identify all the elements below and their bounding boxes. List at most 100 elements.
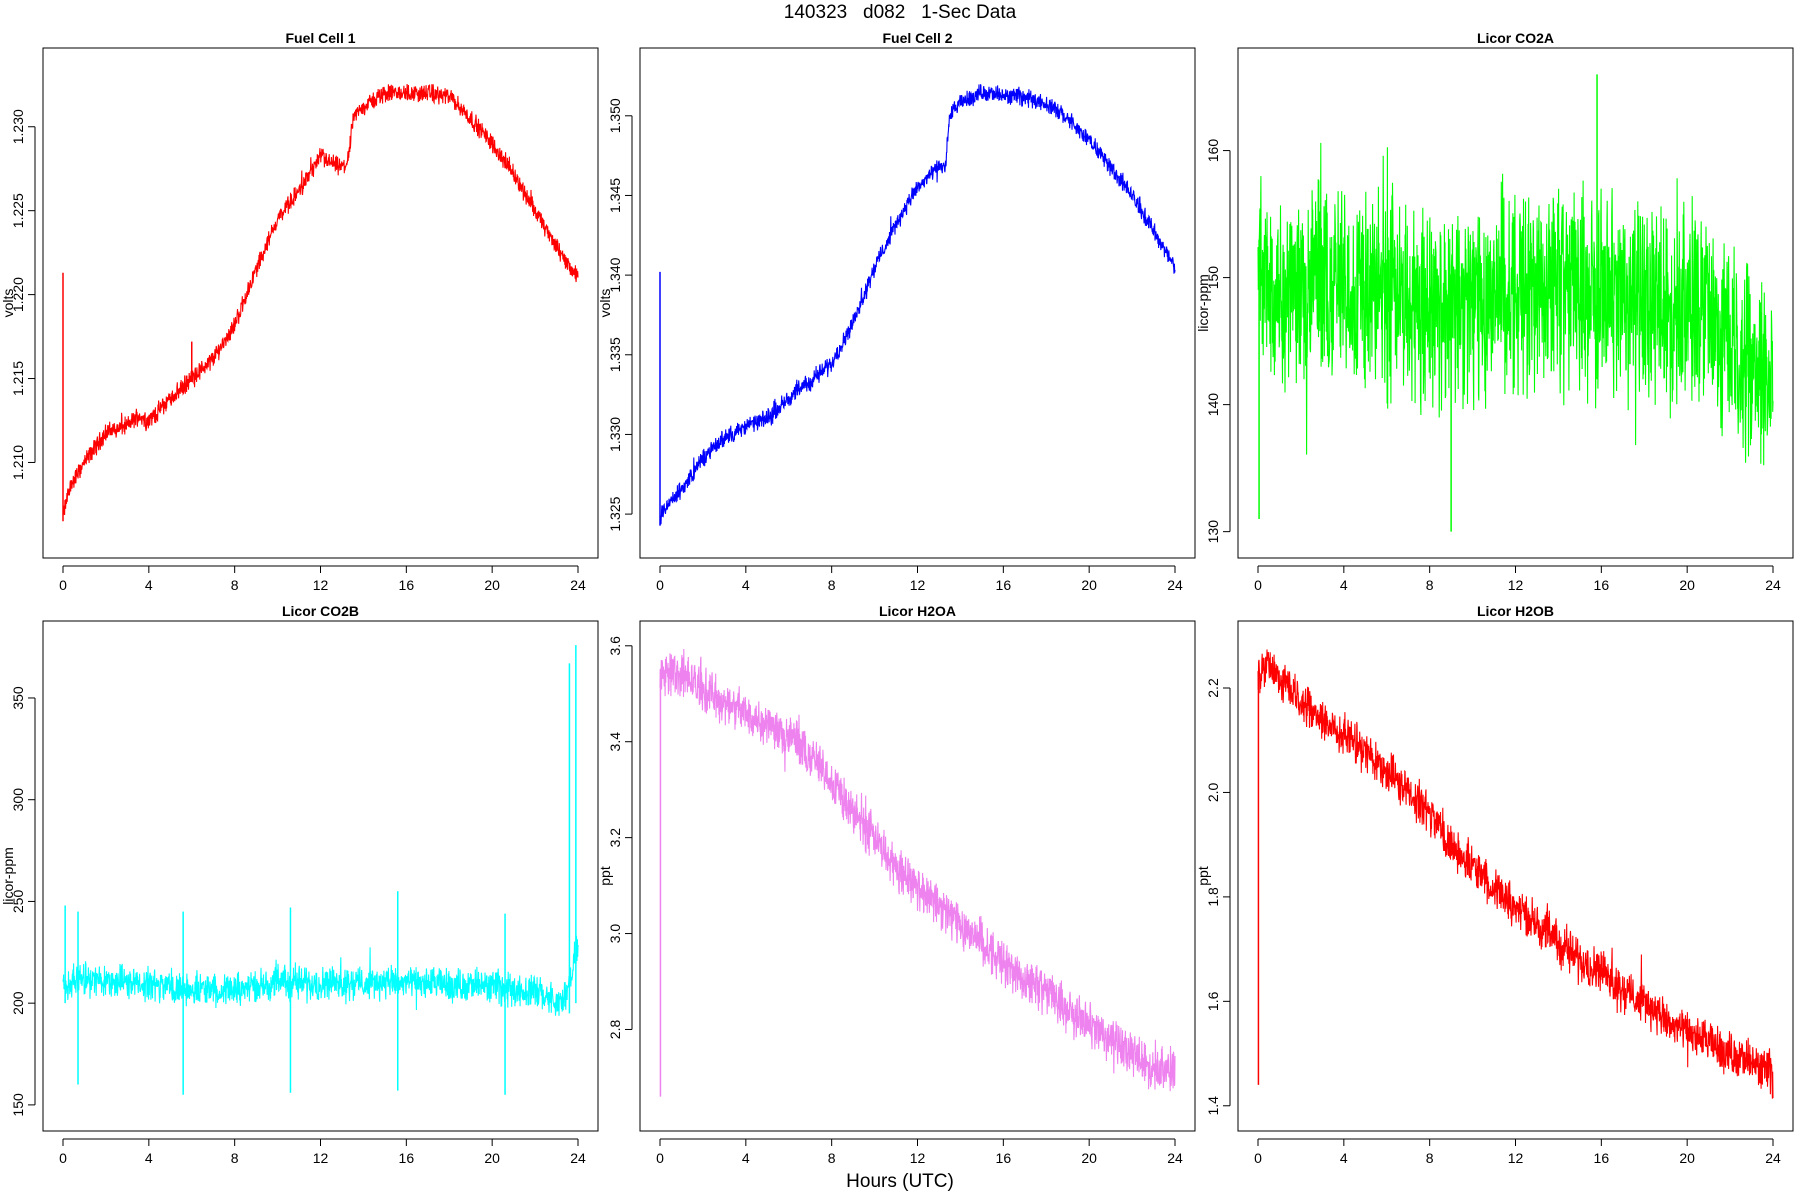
x-tick-label: 0 (656, 1150, 664, 1166)
series-line (659, 648, 1176, 1092)
x-tick-label: 24 (1167, 1150, 1183, 1166)
y-axis-label: volts (0, 289, 16, 318)
x-tick-label: 0 (1254, 577, 1262, 593)
x-tick-label: 16 (996, 577, 1012, 593)
y-tick-label: 1.325 (607, 496, 623, 531)
x-tick-label: 20 (484, 577, 500, 593)
series-line (659, 84, 1176, 526)
panel-title: Licor H2OA (879, 603, 956, 619)
x-tick-label: 0 (59, 1150, 67, 1166)
plot-frame (639, 620, 1196, 1132)
x-tick-label: 20 (1679, 577, 1695, 593)
x-tick-label: 24 (570, 1150, 586, 1166)
x-tick-label: 24 (1167, 577, 1183, 593)
y-tick-label: 2.0 (1205, 783, 1221, 803)
x-tick-label: 20 (1081, 1150, 1097, 1166)
x-tick-label: 8 (1426, 577, 1434, 593)
x-tick-label: 8 (231, 1150, 239, 1166)
x-tick-label: 0 (656, 577, 664, 593)
panel-title: Fuel Cell 1 (285, 30, 355, 46)
series-line (62, 83, 579, 516)
figure-title: 140323 d082 1-Sec Data (783, 2, 1017, 23)
x-tick-label: 0 (59, 577, 67, 593)
panel-title: Fuel Cell 2 (882, 30, 952, 46)
y-axis-label: licor-ppm (0, 847, 16, 905)
y-tick-label: 3.4 (607, 732, 623, 752)
x-tick-label: 8 (828, 1150, 836, 1166)
x-tick-label: 12 (910, 1150, 926, 1166)
plot-frame (42, 620, 599, 1132)
y-axis: 2.8 3.0 3.2 3.4 3.6 (607, 636, 633, 1039)
panel-6: Licor H2OB ppt 0 4 8 12 16 20 24 1.4 1.6 1.8 2.0 2.2 (1195, 603, 1794, 1166)
y-tick-label: 1.8 (1205, 887, 1221, 907)
x-tick-label: 4 (145, 577, 153, 593)
y-tick-label: 250 (10, 890, 26, 914)
x-tick-label: 0 (1254, 1150, 1262, 1166)
y-tick-label: 300 (10, 788, 26, 812)
y-tick-label: 140 (1205, 393, 1221, 417)
y-tick-label: 150 (10, 1093, 26, 1117)
series-line (1257, 649, 1774, 1099)
x-axis: 0 4 8 12 16 20 24 (656, 565, 1183, 593)
plot-frame (1237, 47, 1794, 559)
x-axis: 0 4 8 12 16 20 24 (1254, 565, 1781, 593)
x-tick-label: 16 (1594, 577, 1610, 593)
y-tick-label: 1.210 (10, 445, 26, 480)
y-axis: 150 200 250 300 350 (10, 686, 36, 1117)
plot-frame (639, 47, 1196, 559)
x-axis: 0 4 8 12 16 20 24 (1254, 1138, 1781, 1166)
y-tick-label: 3.0 (607, 924, 623, 944)
x-tick-label: 24 (1765, 1150, 1781, 1166)
x-tick-label: 16 (399, 577, 415, 593)
x-tick-label: 8 (1426, 1150, 1434, 1166)
plot-frame (42, 47, 599, 559)
y-tick-label: 1.6 (1205, 991, 1221, 1011)
y-tick-label: 150 (1205, 266, 1221, 290)
y-tick-label: 130 (1205, 520, 1221, 544)
x-tick-label: 12 (313, 1150, 329, 1166)
x-tick-label: 24 (570, 577, 586, 593)
y-tick-label: 1.215 (10, 361, 26, 396)
y-tick-label: 3.6 (607, 636, 623, 656)
x-axis: 0 4 8 12 16 20 24 (59, 565, 586, 593)
x-tick-label: 8 (231, 577, 239, 593)
y-axis: 1.4 1.6 1.8 2.0 2.2 (1205, 678, 1231, 1116)
panel-title: Licor CO2A (1477, 30, 1554, 46)
x-tick-label: 4 (1340, 1150, 1348, 1166)
x-tick-label: 12 (1508, 1150, 1524, 1166)
y-axis: 130 140 150 160 (1205, 139, 1231, 544)
x-axis: 0 4 8 12 16 20 24 (59, 1138, 586, 1166)
panel-title: Licor H2OB (1477, 603, 1554, 619)
y-tick-label: 350 (10, 686, 26, 710)
x-tick-label: 4 (1340, 577, 1348, 593)
y-tick-label: 1.330 (607, 417, 623, 452)
y-tick-label: 1.220 (10, 277, 26, 312)
y-tick-label: 200 (10, 991, 26, 1015)
panel-5: Licor H2OA ppt 0 4 8 12 16 20 24 2.8 3.0 3.2 3.4 3.6 (597, 603, 1196, 1166)
y-tick-label: 1.4 (1205, 1096, 1221, 1116)
y-axis-label: ppt (1195, 866, 1211, 886)
y-axis-label: ppt (597, 866, 613, 886)
y-axis-label: volts (597, 289, 613, 318)
y-tick-label: 1.350 (607, 98, 623, 133)
y-axis: 1.210 1.215 1.220 1.225 1.230 (10, 109, 36, 480)
y-tick-label: 1.340 (607, 257, 623, 292)
x-axis-label: Hours (UTC) (846, 1171, 954, 1192)
x-tick-label: 8 (828, 577, 836, 593)
y-tick-label: 3.2 (607, 828, 623, 848)
x-tick-label: 16 (399, 1150, 415, 1166)
y-tick-label: 1.230 (10, 109, 26, 144)
x-tick-label: 4 (145, 1150, 153, 1166)
x-tick-label: 24 (1765, 577, 1781, 593)
x-tick-label: 20 (1081, 577, 1097, 593)
x-axis: 0 4 8 12 16 20 24 (656, 1138, 1183, 1166)
y-tick-label: 2.2 (1205, 678, 1221, 698)
y-tick-label: 160 (1205, 139, 1221, 163)
panel-title: Licor CO2B (282, 603, 359, 619)
x-tick-label: 20 (484, 1150, 500, 1166)
y-tick-label: 1.345 (607, 178, 623, 213)
